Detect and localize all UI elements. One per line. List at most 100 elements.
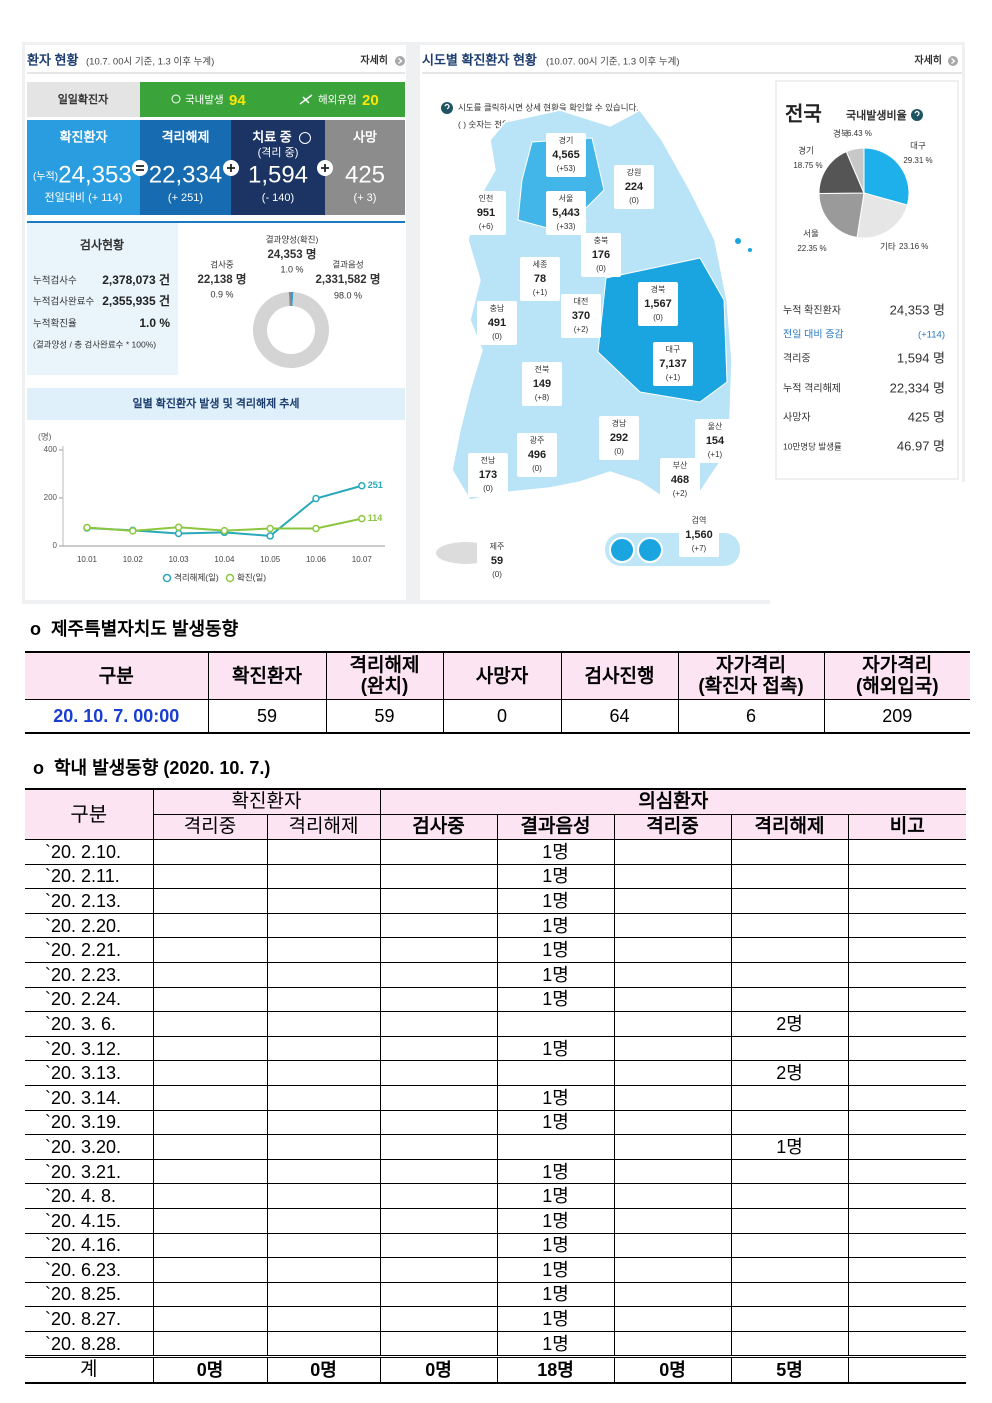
stat-label: 전일 대비 증감 — [783, 329, 844, 341]
section-heading: o 학내 발생동향 (2020. 10. 7.) — [33, 758, 271, 778]
series-point — [266, 532, 274, 540]
cell — [730, 1158, 849, 1185]
more-link[interactable]: 자세히 — [360, 54, 388, 67]
trend-header — [27, 388, 405, 420]
stat-label: 10만명당 발생률 — [783, 441, 842, 451]
region-value: 59 — [491, 555, 503, 567]
cell: 1명 — [496, 1306, 615, 1332]
cell — [266, 839, 381, 865]
region-change: (0) — [629, 196, 639, 205]
stat-value: (+114) — [918, 330, 945, 341]
pin-icon — [171, 94, 181, 104]
date-cell: `20. 8.25. — [25, 1281, 154, 1308]
cell — [496, 1011, 615, 1037]
cell — [847, 961, 967, 988]
cell — [847, 937, 967, 963]
cell: 1명 — [496, 863, 615, 890]
cell: 1명 — [496, 1084, 615, 1111]
region-box — [468, 453, 508, 497]
cell — [379, 1035, 498, 1062]
region-name: 경남 — [612, 418, 627, 428]
cell — [152, 1306, 268, 1332]
x-tick-label: 10.05 — [260, 555, 281, 564]
pie-share: 6.43 % — [847, 129, 872, 138]
cell — [266, 1330, 381, 1358]
data-row: `20. 3.13. 2명 — [25, 1060, 967, 1086]
data-row: `20. 3.14. 1명 — [25, 1084, 967, 1111]
cell: 1명 — [496, 888, 615, 914]
cell — [730, 1330, 849, 1358]
cell — [379, 1134, 498, 1160]
region-name: 경북 — [651, 284, 666, 294]
cell — [152, 1060, 268, 1086]
cell — [152, 1084, 268, 1111]
tests-value: 2,355,935 건 — [102, 293, 170, 308]
cell — [847, 986, 967, 1013]
region-box — [477, 301, 517, 345]
cell — [613, 1207, 732, 1234]
cell — [152, 1183, 268, 1209]
tests-label: 누적검사완료수 — [33, 296, 94, 308]
data-row: `20. 3. 6. 2명 — [25, 1011, 967, 1037]
axis-unit: (명) — [38, 431, 52, 441]
date-cell: `20. 8.27. — [25, 1306, 154, 1332]
cell — [266, 961, 381, 988]
cell — [152, 1330, 268, 1358]
cell — [152, 1011, 268, 1037]
total-row: 계 0명 0명 0명 18명 0명 5명 — [25, 1355, 967, 1384]
region-change: (0) — [532, 464, 542, 473]
card-change: (- 140) — [262, 192, 294, 204]
cell — [152, 1035, 268, 1062]
column-header: 자가격리 (해외입국) — [823, 651, 970, 700]
date-cell: `20. 4.15. — [25, 1207, 154, 1234]
tests-title: 검사현황 — [80, 237, 124, 252]
group-header: 의심환자 — [379, 788, 967, 815]
donut-share: 98.0 % — [334, 290, 362, 300]
more-link[interactable]: 자세히 — [914, 54, 942, 67]
donut-count: 2,331,582 명 — [316, 272, 381, 286]
cell — [730, 888, 849, 914]
y-tick-label: 0 — [53, 541, 58, 550]
card-label: 사망 — [353, 129, 377, 144]
cell — [613, 1281, 732, 1308]
column-header: 격리중 — [153, 814, 268, 840]
cell — [847, 1207, 967, 1234]
pie-slice — [845, 147, 865, 194]
stat-label: 누적 격리해제 — [783, 382, 841, 395]
port-icon — [637, 537, 663, 563]
region-box — [653, 342, 693, 386]
region-box — [561, 294, 601, 338]
cell: 1명 — [496, 1035, 615, 1062]
card-value: 425 — [345, 161, 385, 188]
cell — [152, 937, 268, 963]
pie-name: 서울 — [803, 228, 819, 238]
x-tick-label: 10.04 — [214, 555, 235, 564]
cell: 1명 — [496, 1330, 615, 1358]
region-value: 1,567 — [644, 298, 672, 310]
campus-table: 구분 확진환자 의심환자 격리중 격리해제 검사중 결과음성 격리중 격리해제 비고 `20. 2.… — [25, 788, 967, 1385]
column-header: 격리해제 — [730, 814, 849, 840]
date-cell: `20. 2.10. — [25, 839, 154, 865]
cell — [613, 863, 732, 890]
operator-icon — [136, 165, 144, 171]
cell — [613, 1306, 732, 1332]
cell — [266, 1158, 381, 1185]
series-point — [312, 494, 320, 503]
national-title: 전국 — [785, 102, 822, 125]
ratio-title: 국내발생비율 — [846, 108, 907, 122]
x-tick-label: 10.02 — [123, 555, 144, 564]
pie-name: 경기 — [798, 145, 814, 155]
cell — [379, 1281, 498, 1308]
operator-icon — [321, 164, 329, 172]
cell — [266, 1306, 381, 1332]
region-name: 인천 — [479, 193, 494, 203]
y-tick-label: 200 — [44, 493, 58, 502]
region-box — [695, 419, 735, 463]
cell: 209 — [823, 699, 970, 734]
date-cell: `20. 3.14. — [25, 1084, 154, 1111]
region-value: 491 — [488, 317, 506, 329]
column-header: 검사중 — [379, 814, 498, 840]
cell — [379, 1011, 498, 1037]
date-cell: `20. 2.11. — [25, 863, 154, 890]
daily-domestic: 94 — [229, 92, 246, 109]
